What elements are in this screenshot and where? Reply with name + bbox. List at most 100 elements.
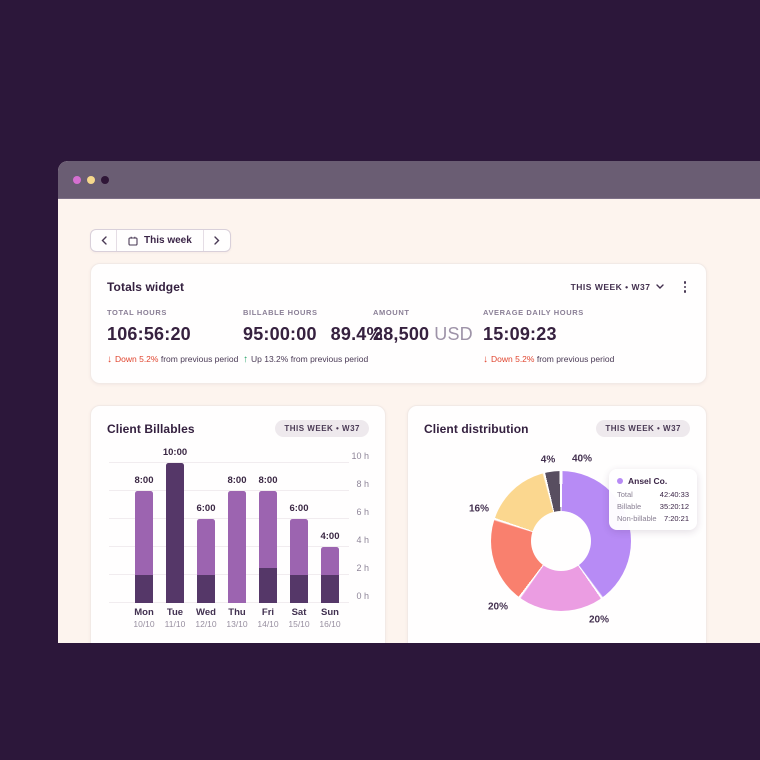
totals-widget-title: Totals widget bbox=[107, 279, 185, 294]
donut-chart-title: Client distribution bbox=[424, 421, 529, 436]
window-titlebar bbox=[58, 161, 760, 199]
metric-value: 15:09:23 bbox=[483, 323, 557, 344]
donut-chart-period-badge: THIS WEEK • W37 bbox=[596, 420, 690, 437]
metric-label: BILLABLE HOURS bbox=[243, 307, 318, 317]
metric-label: AVERAGE DAILY HOURS bbox=[483, 307, 584, 317]
bar-chart-x-axis: Mon 10/10 Tue 11/10 Wed 12/10 Thu 13/10 Fri … bbox=[107, 607, 369, 637]
bar-light-segment bbox=[197, 519, 215, 575]
metric-total-hours: TOTAL HOURS 106:56:20 ↓ Down 5.2% from p… bbox=[107, 308, 243, 365]
bar-thu[interactable] bbox=[228, 491, 246, 603]
date-label: 10/10 bbox=[133, 619, 155, 629]
bar-chart-title: Client Billables bbox=[107, 421, 195, 436]
tooltip-row-label: Non-billable bbox=[617, 514, 657, 523]
donut-hole bbox=[531, 511, 591, 571]
tooltip-row-value: 7:20:21 bbox=[663, 514, 689, 523]
bar-dark-segment bbox=[321, 575, 339, 603]
date-label: 15/10 bbox=[288, 619, 310, 629]
next-week-button[interactable] bbox=[204, 230, 230, 251]
bar-value-label: 10:00 bbox=[162, 447, 188, 458]
kebab-menu-button[interactable] bbox=[680, 279, 691, 295]
bar-light-segment bbox=[228, 491, 246, 603]
bar-dark-segment bbox=[290, 575, 308, 603]
tooltip-row: Total 42:40:33 bbox=[617, 490, 689, 499]
bar-value-label: 8:00 bbox=[134, 475, 154, 486]
bar-chart-period-badge: THIS WEEK • W37 bbox=[275, 420, 369, 437]
x-axis-label-sun: Sun 16/10 bbox=[310, 607, 350, 629]
date-range-navigator: This week bbox=[90, 229, 231, 252]
day-label: Sun bbox=[321, 607, 339, 618]
window-control-3[interactable] bbox=[101, 175, 109, 184]
trend-down-arrow-icon: ↓ bbox=[107, 353, 112, 365]
tooltip-row: Billable 35:20:12 bbox=[617, 502, 689, 511]
metric-label: AMOUNT bbox=[373, 307, 410, 317]
bar-dark-segment bbox=[135, 575, 153, 603]
date-label: 11/10 bbox=[164, 619, 186, 629]
gridline bbox=[109, 462, 349, 463]
tooltip-row-value: 42:40:33 bbox=[659, 490, 689, 499]
day-label: Tue bbox=[166, 607, 184, 618]
window-control-1[interactable] bbox=[73, 175, 81, 184]
tooltip-client-name: Ansel Co. bbox=[628, 476, 668, 486]
date-label: 14/10 bbox=[257, 619, 279, 629]
prev-week-button[interactable] bbox=[91, 230, 117, 251]
totals-widget-card: Totals widget THIS WEEK • W37 TOTAL HOUR… bbox=[90, 263, 707, 384]
day-label: Wed bbox=[196, 607, 216, 618]
chevron-down-icon bbox=[655, 284, 664, 290]
bar-mon[interactable] bbox=[135, 491, 153, 603]
calendar-icon bbox=[128, 236, 138, 246]
week-selector-button[interactable]: This week bbox=[117, 230, 204, 251]
metric-value: 95:00:00 89.4% bbox=[243, 323, 383, 344]
x-axis-label-mon: Mon 10/10 bbox=[124, 607, 164, 629]
tooltip-row-label: Billable bbox=[617, 502, 642, 511]
bar-dark-segment bbox=[259, 568, 277, 603]
client-billables-card: Client Billables THIS WEEK • W37 0 h 2 h 4… bbox=[90, 405, 386, 643]
tooltip-row-label: Total bbox=[617, 490, 633, 499]
bar-dark-segment bbox=[166, 463, 184, 603]
date-label: 12/10 bbox=[195, 619, 217, 629]
bar-tue[interactable] bbox=[166, 463, 184, 603]
metric-label: TOTAL HOURS bbox=[107, 307, 167, 317]
y-axis-tick-label: 4 h bbox=[356, 535, 369, 545]
bar-value-label: 4:00 bbox=[320, 531, 340, 542]
metric-average-daily-hours: AVERAGE DAILY HOURS 15:09:23 ↓ Down 5.2%… bbox=[483, 308, 614, 365]
x-axis-label-fri: Fri 14/10 bbox=[248, 607, 288, 629]
bar-value-label: 8:00 bbox=[258, 475, 278, 486]
y-axis-tick-label: 6 h bbox=[356, 507, 369, 517]
date-label: 13/10 bbox=[226, 619, 248, 629]
bar-value-label: 6:00 bbox=[196, 503, 216, 514]
metric-value: 28,500 USD bbox=[373, 323, 473, 344]
metric-billable-hours: BILLABLE HOURS 95:00:00 89.4% ↑ Up 13.2% … bbox=[243, 307, 383, 365]
donut-percent-label: 40% bbox=[571, 453, 593, 465]
bar-light-segment bbox=[290, 519, 308, 575]
period-selector-dropdown[interactable]: THIS WEEK • W37 bbox=[571, 282, 664, 292]
bar-wed[interactable] bbox=[197, 519, 215, 603]
period-selector-label: THIS WEEK • W37 bbox=[570, 281, 651, 292]
chevron-left-icon bbox=[101, 236, 107, 245]
client-color-dot-icon bbox=[617, 478, 623, 484]
bar-light-segment bbox=[135, 491, 153, 575]
bar-sun[interactable] bbox=[321, 547, 339, 603]
client-distribution-donut[interactable] bbox=[491, 471, 631, 611]
day-label: Thu bbox=[228, 607, 246, 618]
day-label: Fri bbox=[261, 607, 275, 618]
window-control-2[interactable] bbox=[87, 175, 95, 184]
x-axis-label-sat: Sat 15/10 bbox=[279, 607, 319, 629]
x-axis-label-wed: Wed 12/10 bbox=[186, 607, 226, 629]
tooltip-row: Non-billable 7:20:21 bbox=[617, 514, 689, 523]
bar-sat[interactable] bbox=[290, 519, 308, 603]
bar-value-label: 8:00 bbox=[227, 475, 247, 486]
trend-up-arrow-icon: ↑ bbox=[243, 353, 248, 365]
billables-bar-chart: 0 h 2 h 4 h 6 h 8 h 10 h 8:00 10:00 6:00 8:00… bbox=[107, 443, 369, 603]
y-axis-tick-label: 8 h bbox=[356, 479, 369, 489]
donut-percent-label: 16% bbox=[468, 503, 490, 515]
week-selector-label: This week bbox=[144, 235, 192, 246]
bar-light-segment bbox=[259, 491, 277, 568]
donut-percent-label: 20% bbox=[487, 601, 509, 613]
metric-unit: USD bbox=[434, 323, 473, 344]
bar-light-segment bbox=[321, 547, 339, 575]
y-axis-tick-label: 0 h bbox=[356, 591, 369, 601]
x-axis-label-thu: Thu 13/10 bbox=[217, 607, 257, 629]
trend-down-arrow-icon: ↓ bbox=[483, 353, 488, 365]
bar-fri[interactable] bbox=[259, 491, 277, 603]
donut-percent-label: 4% bbox=[540, 454, 556, 466]
